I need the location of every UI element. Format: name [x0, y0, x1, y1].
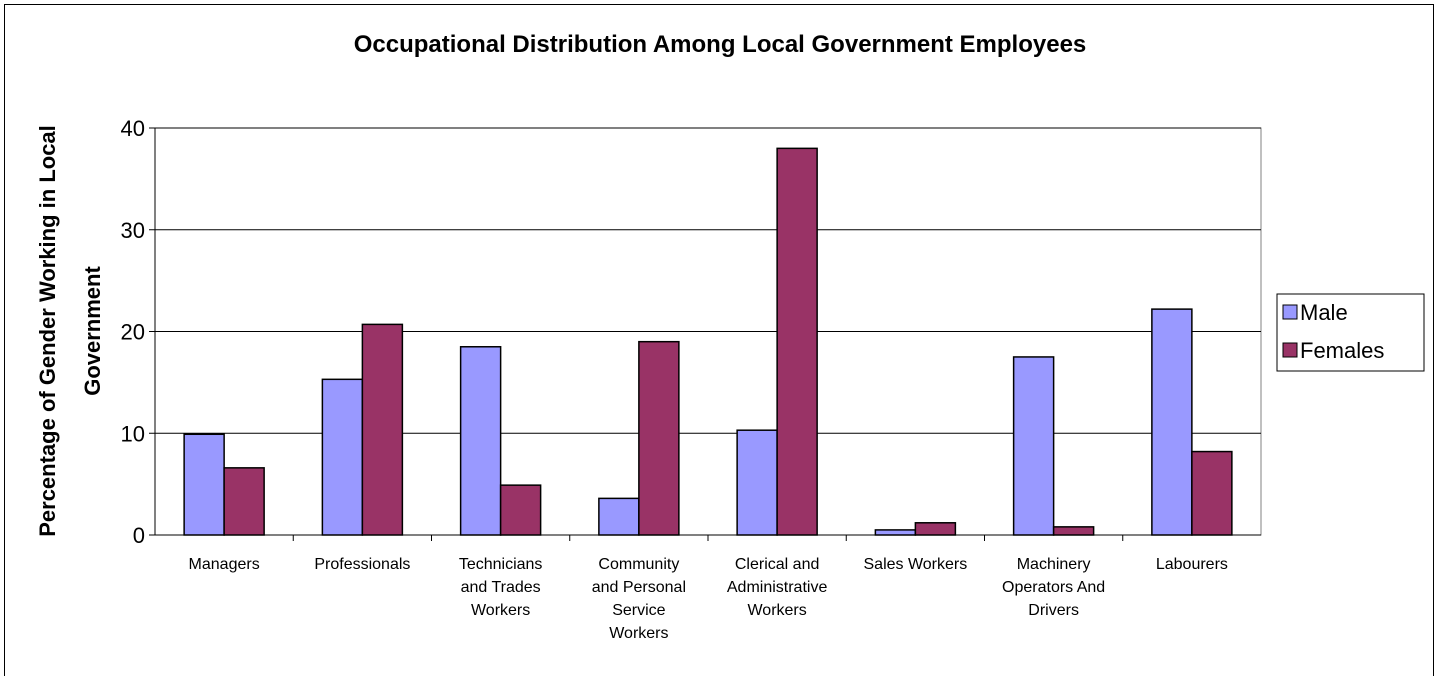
bar-females-3: [639, 342, 679, 535]
x-tick-label: Clerical and Administrative Workers: [727, 556, 828, 619]
x-tick-label-line: Service: [612, 602, 665, 619]
y-axis-label-line-2: Government: [80, 266, 105, 396]
bar-male-1: [322, 379, 362, 535]
legend-label-females: Females: [1300, 338, 1384, 363]
x-tick-label-line: Operators And: [1002, 579, 1105, 596]
y-tick-label: 10: [121, 421, 145, 446]
bar-females-7: [1192, 452, 1232, 535]
x-tick-label-line: Community: [598, 556, 679, 573]
x-tick-label-line: Sales Workers: [864, 556, 968, 573]
x-tick-label-line: Clerical and: [735, 556, 819, 573]
x-tick-label-line: Workers: [471, 602, 530, 619]
bar-females-0: [224, 468, 264, 535]
x-tick-label-line: Drivers: [1028, 602, 1079, 619]
bar-male-0: [184, 434, 224, 535]
bar-male-5: [875, 530, 915, 535]
bar-females-5: [915, 523, 955, 535]
x-tick-label: Machinery Operators And Drivers: [1002, 556, 1105, 619]
x-tick-label-line: and Trades: [461, 579, 541, 596]
x-axis-ticks: Managers Professionals Technicians and Trad…: [189, 535, 1228, 642]
bar-females-6: [1054, 527, 1094, 535]
y-axis-label-line-1: Percentage of Gender Working in Local: [35, 125, 60, 537]
x-tick-label-line: Managers: [189, 556, 260, 573]
x-tick-label-line: Administrative: [727, 579, 828, 596]
x-tick-label-line: and Personal: [592, 579, 686, 596]
x-tick-label: Professionals: [314, 556, 410, 573]
x-tick-label-line: Workers: [609, 625, 668, 642]
x-tick-label-line: Professionals: [314, 556, 410, 573]
bar-females-2: [501, 485, 541, 535]
y-tick-label: 40: [121, 116, 145, 141]
bar-male-4: [737, 430, 777, 535]
bar-females-4: [777, 148, 817, 535]
bar-male-2: [461, 347, 501, 535]
legend-swatch-male: [1283, 305, 1297, 319]
bar-male-6: [1014, 357, 1054, 535]
x-tick-label-line: Technicians: [459, 556, 543, 573]
x-tick-label-line: Machinery: [1017, 556, 1091, 573]
chart-title: Occupational Distribution Among Local Go…: [354, 31, 1087, 58]
x-tick-label: Technicians and Trades Workers: [459, 556, 543, 619]
x-tick-label-line: Labourers: [1156, 556, 1228, 573]
x-tick-label: Sales Workers: [864, 556, 968, 573]
x-tick-label: Managers: [189, 556, 260, 573]
bar-male-7: [1152, 309, 1192, 535]
y-axis-ticks: 0 10 20 30 40: [121, 116, 155, 548]
x-tick-label: Labourers: [1156, 556, 1228, 573]
y-axis-label: Percentage of Gender Working in Local Go…: [35, 125, 105, 537]
legend: Male Females: [1277, 294, 1424, 371]
bar-male-3: [599, 498, 639, 535]
y-tick-label: 30: [121, 218, 145, 243]
legend-swatch-females: [1283, 343, 1297, 357]
y-tick-label: 0: [133, 523, 145, 548]
x-tick-label: Community and Personal Service Workers: [592, 556, 686, 642]
bar-females-1: [362, 324, 402, 535]
legend-label-male: Male: [1300, 300, 1348, 325]
x-tick-label-line: Workers: [747, 602, 806, 619]
y-tick-label: 20: [121, 320, 145, 345]
